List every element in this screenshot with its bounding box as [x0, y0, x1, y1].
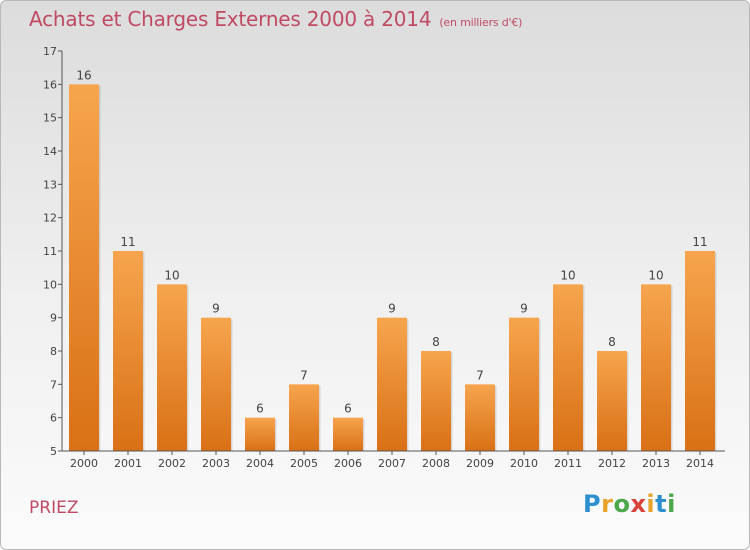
x-tick-label: 2008 — [422, 457, 450, 470]
bar — [421, 351, 451, 451]
data-label: 16 — [76, 68, 91, 82]
y-tick-label: 8 — [50, 345, 57, 358]
y-tick-label: 9 — [50, 312, 57, 325]
logo-letter: P — [583, 490, 602, 518]
logo-letter: i — [667, 490, 676, 518]
y-tick-label: 10 — [43, 278, 57, 291]
x-tick-label: 2009 — [466, 457, 494, 470]
y-tick-label: 14 — [43, 145, 57, 158]
x-tick-label: 2006 — [334, 457, 362, 470]
y-tick-label: 17 — [43, 45, 57, 58]
x-tick-label: 2005 — [290, 457, 318, 470]
y-tick-label: 15 — [43, 112, 57, 125]
x-tick-label: 2014 — [686, 457, 714, 470]
y-tick-label: 12 — [43, 212, 57, 225]
chart-title: Achats et Charges Externes 2000 à 2014 (e… — [29, 7, 522, 31]
bar — [377, 317, 407, 451]
bar — [69, 84, 99, 451]
y-tick-label: 5 — [50, 445, 57, 458]
logo-letter: o — [613, 490, 631, 518]
y-tick-label: 6 — [50, 412, 57, 425]
bar — [509, 317, 539, 451]
commune-name: PRIEZ — [29, 498, 79, 518]
x-tick-label: 2000 — [70, 457, 98, 470]
bar — [553, 284, 583, 451]
data-label: 10 — [560, 268, 575, 282]
data-label: 8 — [608, 335, 616, 349]
bar — [641, 284, 671, 451]
logo-letter: i — [646, 490, 656, 518]
data-label: 6 — [256, 402, 264, 416]
x-tick-label: 2004 — [246, 457, 274, 470]
data-label: 8 — [432, 335, 440, 349]
y-tick-label: 11 — [43, 245, 57, 258]
x-tick-label: 2011 — [554, 457, 582, 470]
y-tick-label: 7 — [50, 378, 57, 391]
y-tick-label: 13 — [43, 178, 57, 191]
bar — [289, 384, 319, 451]
bar — [333, 417, 363, 451]
x-tick-label: 2007 — [378, 457, 406, 470]
logo-letter: t — [655, 490, 668, 518]
logo-letter: r — [601, 490, 614, 518]
data-label: 9 — [520, 302, 528, 316]
x-tick-label: 2001 — [114, 457, 142, 470]
y-axis: 5 6 7 8 9 10 11 12 13 14 15 16 17 — [43, 45, 63, 458]
data-label: 11 — [692, 235, 707, 249]
chart-unit: (en milliers d'€) — [439, 16, 523, 29]
x-tick-label: 2013 — [642, 457, 670, 470]
bar — [465, 384, 495, 451]
x-tick-label: 2002 — [158, 457, 186, 470]
proxiti-logo: Proxiti — [583, 490, 676, 518]
data-label: 9 — [388, 302, 396, 316]
x-tick-label: 2003 — [202, 457, 230, 470]
bar — [113, 251, 143, 451]
bars: 16 11 10 9 6 7 6 9 8 7 9 10 8 10 11 — [69, 68, 717, 451]
bar — [685, 251, 715, 451]
y-tick-label: 16 — [43, 78, 57, 91]
bar — [245, 417, 275, 451]
chart-title-text: Achats et Charges Externes 2000 à 2014 — [29, 7, 432, 31]
bar — [201, 317, 231, 451]
x-axis: 2000 2001 2002 2003 2004 2005 2006 2007 2008 2009… — [62, 450, 725, 470]
bar — [597, 351, 627, 451]
data-label: 7 — [476, 368, 484, 382]
bar — [157, 284, 187, 451]
data-label: 11 — [120, 235, 135, 249]
data-label: 10 — [164, 268, 179, 282]
x-tick-label: 2010 — [510, 457, 538, 470]
logo-letter: x — [630, 490, 647, 518]
x-tick-label: 2012 — [598, 457, 626, 470]
data-label: 7 — [300, 368, 308, 382]
data-label: 9 — [212, 302, 220, 316]
data-label: 10 — [648, 268, 663, 282]
data-label: 6 — [344, 402, 352, 416]
